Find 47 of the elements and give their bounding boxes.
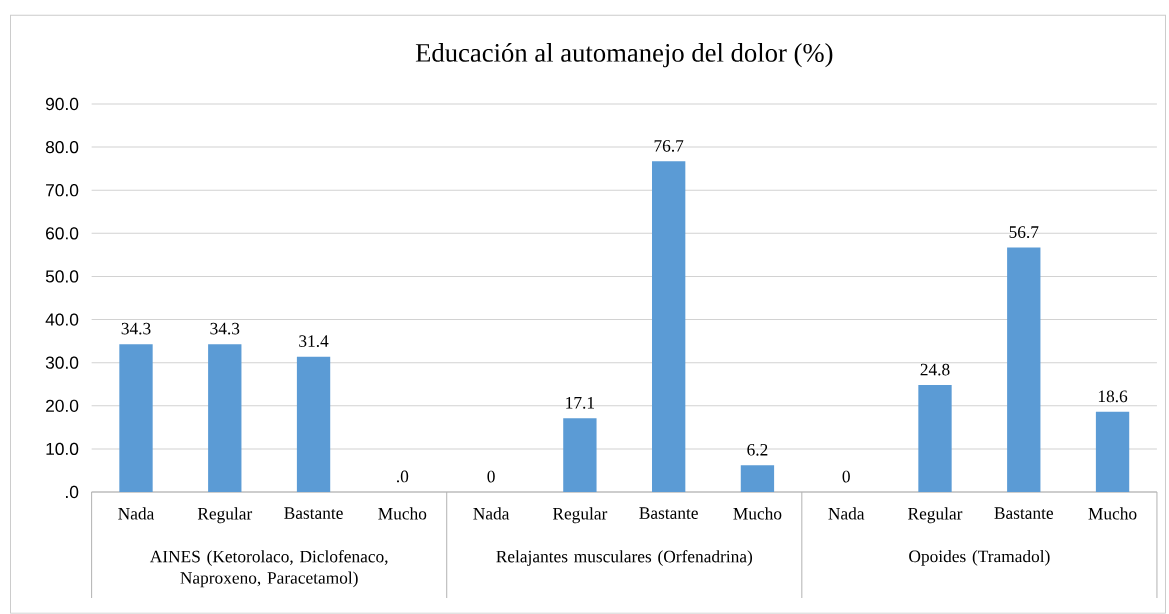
y-tick-label: 60.0: [46, 227, 79, 240]
x-tick-label: Nada: [118, 507, 155, 520]
y-tick-label: 50.0: [45, 270, 79, 283]
data-label: 17.1: [566, 397, 595, 409]
data-label: 0: [842, 470, 850, 483]
data-label: 6.2: [747, 444, 768, 456]
y-tick-label: 20.0: [46, 399, 79, 413]
bar: [563, 418, 597, 493]
x-tick-label: Regular: [552, 507, 608, 524]
x-tick-label: Bastante: [639, 507, 698, 520]
data-label: 31.4: [299, 335, 329, 348]
x-tick-label: Nada: [473, 507, 510, 520]
y-tick-label: 30.0: [45, 356, 79, 369]
bar: [119, 344, 153, 493]
data-label: 0: [487, 470, 495, 483]
data-label: 56.7: [1009, 226, 1039, 239]
bar: [1095, 411, 1130, 493]
y-tick-label: .0: [66, 486, 79, 499]
text: AINES (Ketorolaco, Diclofenaco, Naproxeno, Paracetamol): [149, 550, 388, 588]
bar: [296, 356, 331, 493]
bar: [918, 385, 952, 493]
y-tick-label: 10.0: [46, 442, 79, 456]
data-label: 34.3: [210, 322, 240, 335]
data-label: 18.6: [1098, 390, 1128, 403]
y-tick-label: 90.0: [45, 98, 79, 111]
x-tick-label: Mucho: [733, 507, 782, 520]
bar: [740, 465, 775, 493]
x-tick-label: Bastante: [994, 507, 1054, 520]
data-label: 24.8: [920, 363, 950, 376]
x-tick-label: Mucho: [378, 507, 427, 520]
text: Relajantes musculares (Orfenadrina): [496, 550, 753, 567]
data-label: 76.7: [654, 140, 684, 152]
bar: [208, 344, 242, 493]
x-tick-label: Nada: [828, 507, 865, 520]
x-tick-label: Regular: [197, 507, 253, 524]
chart-title: Educación al automanejo del dolor (%): [415, 43, 833, 68]
x-tick-label: Mucho: [1088, 507, 1137, 520]
y-tick-label: 70.0: [46, 184, 79, 197]
text: Opoides (Tramadol): [909, 550, 1050, 566]
bar: [1007, 247, 1041, 493]
x-tick-label: Regular: [908, 507, 963, 524]
data-label: 34.3: [121, 322, 151, 335]
x-tick-label: Bastante: [284, 507, 343, 520]
bar: [652, 161, 686, 493]
y-tick-label: 80.0: [45, 141, 79, 154]
y-tick-label: 40.0: [45, 313, 79, 326]
data-label: .0: [396, 470, 409, 483]
